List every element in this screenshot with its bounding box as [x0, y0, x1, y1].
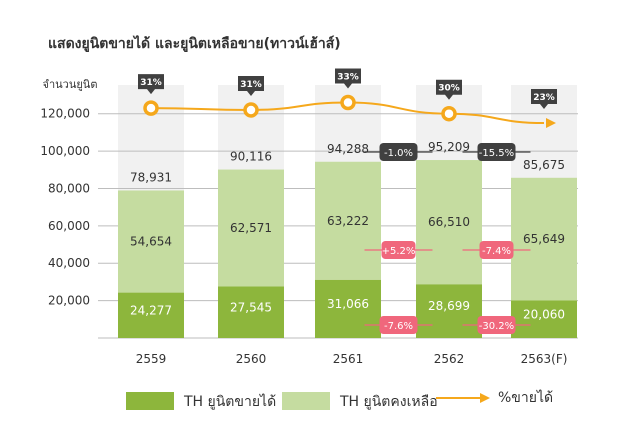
change-annotations: -1.0% -15.5% +5.2% -7.4% -7.6% -30.2% [364, 143, 531, 334]
bars [118, 160, 577, 338]
legend-label-sold: TH ยูนิตขายได้ [183, 393, 276, 410]
chart-title: แสดงยูนิตขายได้ และยูนิตเหลือขาย(ทาวน์เฮ… [48, 34, 341, 52]
data-label-sold: 24,277 [130, 303, 172, 317]
y-tick-label: 120,000 [40, 107, 90, 121]
y-tick-label: 100,000 [40, 144, 90, 158]
line-point [441, 105, 457, 122]
sold-change-box [379, 316, 418, 334]
line-point [143, 100, 159, 116]
y-tick-label: 20,000 [48, 294, 90, 308]
sold-change-box [477, 316, 516, 334]
data-label-total: 85,675 [523, 158, 565, 172]
y-axis-ticks: 20,000 40,000 60,000 80,000 100,000 120,000 [40, 107, 90, 308]
percent-callout [138, 74, 164, 95]
data-label-remaining: 54,654 [130, 235, 172, 249]
data-label-total: 90,116 [230, 150, 272, 164]
sold-change-label: -7.6% [384, 321, 413, 332]
legend-swatch-remaining [282, 392, 330, 410]
data-label-sold: 28,699 [428, 299, 470, 313]
bar-sold-2561 [315, 279, 381, 338]
data-label-remaining: 62,571 [230, 221, 272, 235]
data-label-remaining: 65,649 [523, 232, 565, 246]
bar-remaining-2563(F) [511, 177, 577, 301]
percent-label: 31% [140, 78, 162, 88]
percent-callout [238, 75, 264, 96]
total-change-box [379, 143, 418, 161]
remaining-change-label: +5.2% [382, 246, 416, 257]
data-label-remaining: 63,222 [327, 214, 369, 228]
total-change-box [477, 143, 516, 161]
percent-label: 33% [337, 72, 359, 82]
bar-sold-2563(F) [511, 300, 577, 338]
x-axis-ticks: 2559 2560 2561 2562 2563(F) [136, 352, 568, 366]
percent-label: 31% [240, 80, 262, 90]
data-label-sold: 20,060 [523, 307, 565, 321]
y-tick-label: 60,000 [48, 219, 90, 233]
bar-remaining-2562 [416, 160, 482, 285]
x-tick-label: 2562 [434, 352, 465, 366]
percent-callout [531, 89, 557, 110]
data-label-remaining: 66,510 [428, 215, 470, 229]
line-point [243, 102, 259, 118]
remaining-change-box [381, 241, 416, 259]
bar-remaining-2561 [315, 161, 381, 280]
data-label-total: 78,931 [130, 170, 172, 184]
x-tick-label: 2563(F) [521, 352, 568, 366]
remaining-change-box [479, 241, 514, 259]
percent-label: 30% [438, 84, 460, 94]
percent-label: 23% [533, 93, 555, 103]
legend-label-line: %ขายได้ [498, 389, 553, 406]
total-change-label: -15.5% [479, 148, 514, 159]
percent-callout [335, 68, 361, 89]
sold-change-label: -30.2% [479, 321, 514, 332]
bar-remaining-2559 [118, 190, 184, 293]
data-label-sold: 31,066 [327, 297, 369, 311]
legend: TH ยูนิตขายได้ TH ยูนิตคงเหลือ %ขายได้ [126, 389, 553, 410]
legend-swatch-sold [126, 392, 174, 410]
x-tick-label: 2561 [333, 352, 364, 366]
remaining-change-label: -7.4% [482, 246, 511, 257]
line-arrow-icon [546, 118, 556, 129]
data-label-sold: 27,545 [230, 300, 272, 314]
y-tick-label: 80,000 [48, 181, 90, 195]
percent-callout [436, 79, 462, 100]
bar-sold-2562 [416, 284, 482, 338]
line-point [340, 94, 356, 111]
total-change-label: -1.0% [384, 148, 413, 159]
data-label-total: 95,209 [428, 140, 470, 154]
sales-percent-line: 31% 31% 33% 30% 23% [138, 68, 557, 129]
legend-arrow-icon [480, 393, 490, 403]
bar-sold-2560 [218, 286, 284, 338]
x-tick-label: 2559 [136, 352, 167, 366]
x-tick-label: 2560 [236, 352, 267, 366]
data-label-total: 94,288 [327, 142, 369, 156]
data-labels: 24,277 54,654 78,931 27,545 62,571 90,116 31,0… [130, 140, 565, 321]
bar-remaining-2560 [218, 169, 284, 287]
legend-label-remaining: TH ยูนิตคงเหลือ [339, 394, 438, 410]
bar-sold-2559 [118, 292, 184, 338]
y-tick-label: 40,000 [48, 256, 90, 270]
y-axis-label: จำนวนยูนิต [43, 78, 98, 91]
